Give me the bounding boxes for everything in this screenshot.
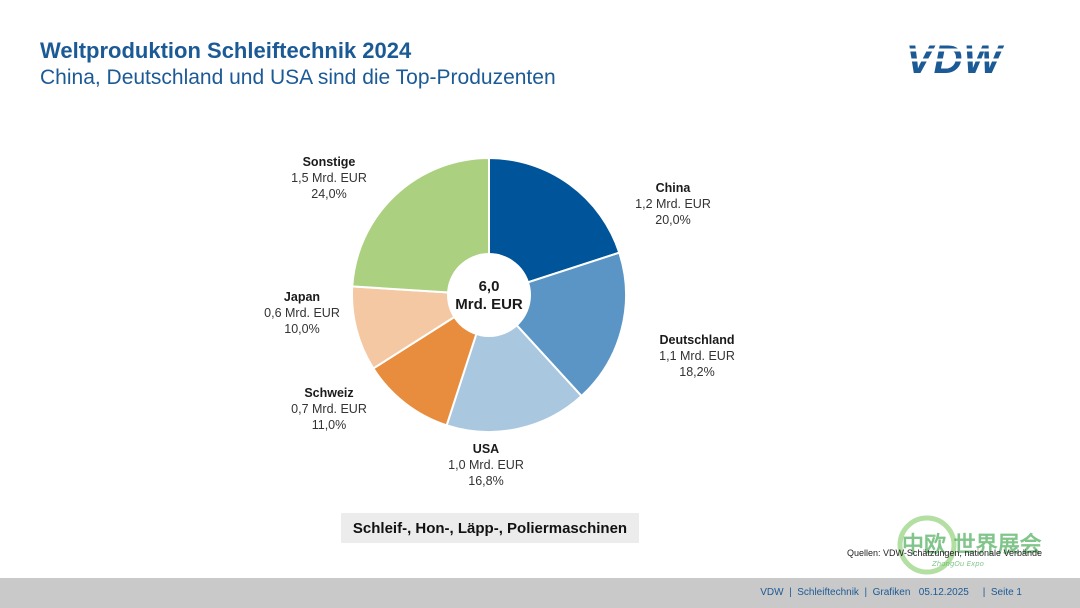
label-sonstige-name: Sonstige [303,155,356,169]
watermark-subtext: ZhongOu Expo [931,560,984,568]
footer-text: VDW | Schleiftechnik | Grafiken 05.12.20… [760,587,1022,598]
donut-hole [447,253,531,337]
label-deutschland-value-label: 1,1 Mrd. EUR [659,349,735,363]
slice-sonstige [351,156,490,297]
label-schweiz-name: Schweiz [304,386,353,400]
vdw-logo: VDW [906,38,1038,78]
chart-labels: China 1,2 Mrd. EUR 20,0% Deutschland 1,1 Mrd… [264,155,735,488]
label-usa-value-label: 1,0 Mrd. EUR [448,458,524,472]
footer-bar: VDW | Schleiftechnik | Grafiken 05.12.20… [0,578,1080,608]
center-total-value: 6,0 [479,278,500,295]
label-japan-percent-label: 10,0% [284,322,319,336]
label-usa-percent-label: 16,8% [468,474,503,488]
watermark-text: 中欧 世界展会 [902,532,1042,558]
label-usa-name: USA [473,442,499,456]
slice-schweiz [371,292,491,427]
slice-china [488,156,621,297]
label-sonstige-percent-label: 24,0% [311,187,346,201]
label-japan-name: Japan [284,290,320,304]
label-china-value-label: 1,2 Mrd. EUR [635,197,711,211]
label-sonstige-value-label: 1,5 Mrd. EUR [291,171,367,185]
logo-text: VDW [906,38,1005,78]
label-deutschland-percent-label: 18,2% [679,365,714,379]
label-china-name: China [656,181,692,195]
label-schweiz-value-label: 0,7 Mrd. EUR [291,402,367,416]
expo-watermark: 中欧 世界展会 ZhongOu Expo [897,515,1042,575]
center-total-unit: Mrd. EUR [455,296,523,313]
page-title: Weltproduktion Schleiftechnik 2024 [40,38,412,63]
label-japan-value-label: 0,6 Mrd. EUR [264,306,340,320]
label-china-percent-label: 20,0% [655,213,690,227]
label-schweiz-percent-label: 11,0% [312,418,347,432]
page-subtitle: China, Deutschland und USA sind die Top-… [40,66,556,89]
label-deutschland-name: Deutschland [659,333,734,347]
sources-note: Quellen: VDW-Schätzungen, nationale Verb… [847,548,1042,558]
chart-caption: Schleif-, Hon-, Läpp-, Poliermaschinen [341,513,639,543]
